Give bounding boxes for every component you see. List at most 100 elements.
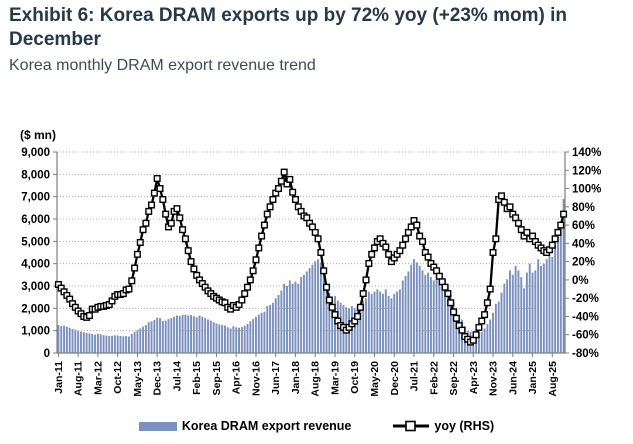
svg-text:1,000: 1,000 [21,326,50,338]
revenue-bar [390,298,393,353]
revenue-bar [119,336,122,353]
yoy-marker [252,256,260,264]
svg-text:May-13: May-13 [132,361,144,397]
chart-legend: Korea DRAM export revenue yoy (RHS) [0,419,633,433]
svg-text:-40%: -40% [572,311,599,323]
yoy-marker [452,314,460,322]
revenue-bar [240,327,243,353]
revenue-bar [331,298,334,353]
revenue-bar [297,283,300,353]
revenue-bar [175,315,178,353]
yoy-marker [289,188,297,196]
revenue-bar [266,306,269,353]
yoy-marker [187,258,195,266]
revenue-bar [494,303,497,353]
yoy-marker [277,177,285,185]
revenue-bar [80,331,82,353]
revenue-bar [446,286,449,353]
revenue-bar [506,279,509,353]
yoy-marker [142,219,150,227]
yoy-marker [385,250,393,258]
revenue-bar [424,274,427,353]
axes [53,151,569,357]
revenue-bar [365,298,367,353]
svg-text:5,000: 5,000 [21,236,50,248]
yoy-marker [551,235,559,243]
revenue-bar [274,298,277,353]
revenue-bar [370,293,373,353]
revenue-bar [223,325,226,353]
revenue-bar [452,301,455,353]
revenue-bar [164,320,167,353]
revenue-bar [444,279,447,353]
yoy-marker [424,253,432,261]
revenue-bar [286,286,288,353]
revenue-bar [71,328,74,353]
revenue-bar [427,272,430,353]
svg-text:Mar-19: Mar-19 [329,361,341,395]
svg-text:2,000: 2,000 [21,303,50,315]
revenue-bar [359,302,362,353]
svg-text:Jan-11: Jan-11 [53,361,65,394]
yoy-marker [190,265,198,273]
revenue-bar [556,236,559,353]
yoy-marker [255,244,263,252]
revenue-bar [308,268,311,353]
svg-text:60%: 60% [572,220,595,232]
svg-text:8,000: 8,000 [21,169,50,181]
yoy-marker [407,223,415,231]
revenue-bar [353,308,356,353]
revenue-bar [102,335,105,353]
revenue-bar [82,332,85,353]
revenue-bar [288,280,291,353]
revenue-bar [500,292,503,353]
revenue-bar [153,319,156,353]
revenue-bar [376,289,379,353]
revenue-bar [187,315,190,353]
revenue-bar [96,333,99,353]
yoy-marker [243,283,251,291]
revenue-bar [91,334,94,353]
yoy-marker [249,267,257,275]
revenue-bar [480,331,483,353]
revenue-bar [263,311,266,353]
revenue-bar [128,336,130,353]
revenue-bar [545,259,548,353]
revenue-bar [139,328,142,353]
yoy-marker [402,235,410,243]
yoy-marker [266,203,274,211]
revenue-bar [413,259,415,353]
svg-text:20%: 20% [572,257,595,269]
revenue-bar [209,320,212,353]
revenue-bar [523,288,526,353]
yoy-marker [486,285,494,293]
revenue-bar [269,304,272,353]
revenue-bar [317,259,320,353]
revenue-bar [548,254,551,353]
yoy-marker [325,296,333,304]
yoy-marker [275,185,283,193]
gridlines [57,151,565,332]
legend-item-yoy: yoy (RHS) [393,419,494,433]
yoy-marker [359,290,367,298]
revenue-bar [277,294,280,353]
revenue-bar [201,316,204,353]
revenue-bar [458,315,461,353]
revenue-bar [232,326,235,353]
yoy-marker [557,221,565,229]
yoy-marker [184,247,192,255]
revenue-bar [322,269,325,353]
svg-text:0: 0 [44,348,50,360]
svg-text:0%: 0% [572,275,589,287]
revenue-bar [455,308,458,353]
revenue-bar [314,261,317,353]
revenue-bar [207,319,209,353]
yoy-marker [139,226,147,234]
revenue-bar [170,318,173,353]
svg-text:-20%: -20% [572,293,599,305]
revenue-bar [511,274,514,353]
yoy-marker [136,238,144,246]
yoy-marker [492,235,500,243]
yoy-marker [280,168,288,176]
yoy-marker [181,235,189,243]
